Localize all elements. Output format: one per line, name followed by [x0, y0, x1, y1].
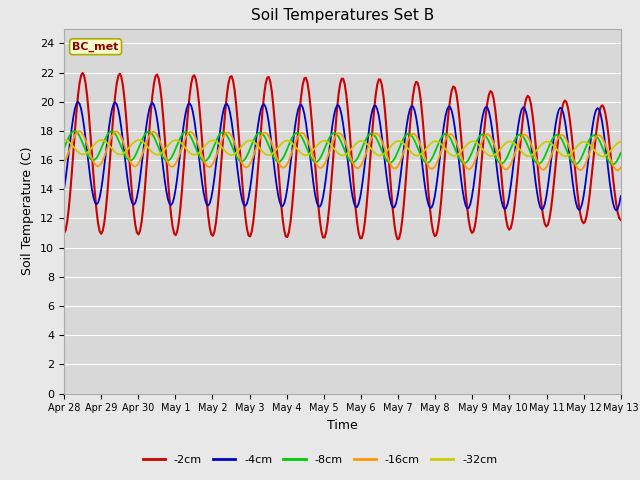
-4cm: [255, 113, 263, 119]
-4cm: [130, 202, 138, 207]
-2cm: [228, 73, 236, 79]
-8cm: [71, 128, 79, 134]
Line: -16cm: -16cm: [64, 131, 621, 170]
-8cm: [617, 150, 625, 156]
-32cm: [586, 142, 594, 148]
-32cm: [617, 139, 625, 145]
-16cm: [76, 128, 83, 134]
-8cm: [588, 134, 595, 140]
-16cm: [246, 161, 254, 167]
Line: -8cm: -8cm: [64, 131, 621, 165]
Title: Soil Temperatures Set B: Soil Temperatures Set B: [251, 9, 434, 24]
-2cm: [255, 146, 263, 152]
-2cm: [617, 217, 625, 223]
Line: -2cm: -2cm: [64, 73, 621, 239]
-8cm: [609, 162, 617, 168]
Legend: -2cm, -4cm, -8cm, -16cm, -32cm: -2cm, -4cm, -8cm, -16cm, -32cm: [138, 451, 502, 469]
-2cm: [130, 210, 138, 216]
-32cm: [598, 154, 606, 159]
-4cm: [246, 186, 254, 192]
-32cm: [60, 137, 68, 143]
Text: BC_met: BC_met: [72, 42, 119, 52]
X-axis label: Time: Time: [327, 419, 358, 432]
Line: -32cm: -32cm: [64, 140, 621, 156]
-16cm: [60, 160, 68, 166]
Line: -4cm: -4cm: [64, 102, 621, 210]
-2cm: [305, 90, 313, 96]
-2cm: [589, 161, 596, 167]
-16cm: [617, 165, 625, 170]
-4cm: [612, 207, 620, 213]
-2cm: [60, 230, 68, 236]
-8cm: [305, 151, 313, 156]
-4cm: [228, 118, 236, 124]
-16cm: [588, 144, 595, 150]
-16cm: [305, 141, 313, 147]
-4cm: [74, 99, 82, 105]
-4cm: [617, 193, 625, 199]
-8cm: [60, 145, 68, 151]
-8cm: [246, 146, 254, 152]
Y-axis label: Soil Temperature (C): Soil Temperature (C): [22, 147, 35, 276]
-2cm: [79, 70, 86, 76]
-8cm: [228, 142, 236, 148]
-32cm: [303, 152, 311, 158]
-16cm: [255, 136, 263, 142]
-16cm: [614, 168, 621, 173]
-2cm: [394, 236, 401, 242]
-32cm: [244, 138, 252, 144]
-8cm: [255, 130, 263, 135]
-16cm: [228, 133, 236, 139]
-4cm: [588, 132, 595, 138]
-4cm: [60, 187, 68, 192]
-4cm: [305, 144, 313, 150]
-32cm: [254, 143, 262, 149]
-16cm: [130, 163, 138, 169]
-32cm: [129, 141, 136, 147]
-8cm: [130, 155, 138, 161]
-2cm: [246, 234, 254, 240]
-32cm: [226, 152, 234, 157]
